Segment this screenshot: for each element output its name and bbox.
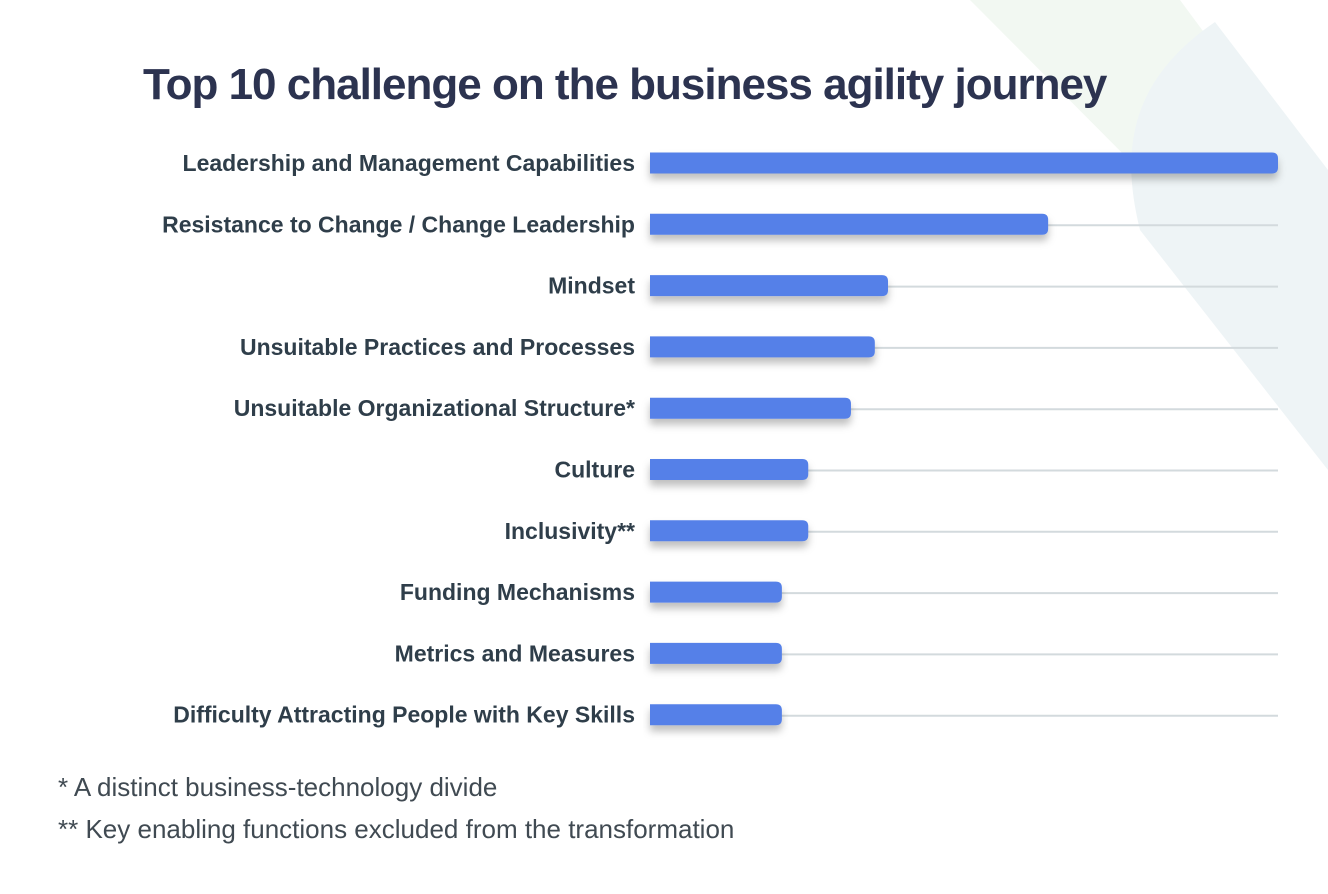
- bar: [650, 213, 1049, 235]
- bar: [650, 581, 782, 603]
- bar: [650, 152, 1278, 174]
- footnote-1: * A distinct business-technology divide: [58, 772, 498, 802]
- bar: [650, 275, 889, 297]
- footnote-2: ** Key enabling functions excluded from …: [58, 814, 735, 844]
- category-label: Unsuitable Organizational Structure*: [234, 395, 635, 421]
- category-label: Culture: [555, 457, 636, 483]
- category-label: Funding Mechanisms: [400, 579, 635, 605]
- bar: [650, 397, 851, 419]
- category-label: Mindset: [548, 273, 635, 299]
- category-label: Resistance to Change / Change Leadership: [162, 211, 635, 237]
- category-label: Leadership and Management Capabilities: [183, 150, 635, 176]
- bar: [650, 520, 809, 542]
- category-label: Difficulty Attracting People with Key Sk…: [173, 702, 635, 728]
- bar: [650, 336, 875, 358]
- category-label: Metrics and Measures: [395, 640, 635, 666]
- category-label: Inclusivity**: [505, 518, 635, 544]
- bar: [650, 704, 782, 726]
- category-label: Unsuitable Practices and Processes: [240, 334, 635, 360]
- chart-title: Top 10 challenge on the business agility…: [143, 60, 1107, 109]
- bar: [650, 459, 809, 480]
- bar: [650, 642, 782, 664]
